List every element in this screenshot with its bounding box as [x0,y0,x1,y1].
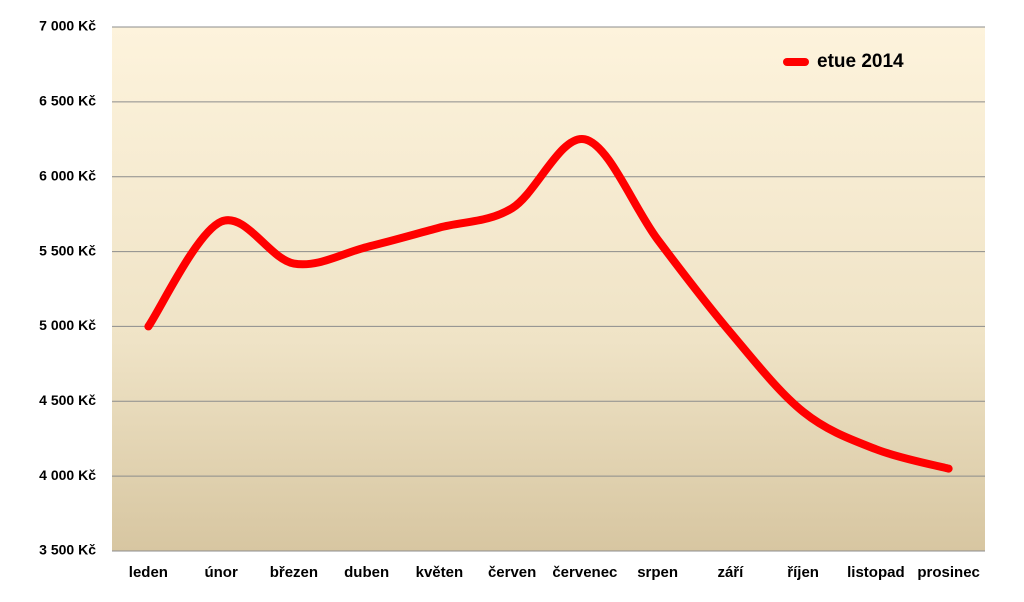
x-tick-label: listopad [847,564,905,581]
y-tick-label: 5 000 Kč [39,317,96,333]
x-tick-label: srpen [637,564,678,581]
x-tick-label: prosinec [917,564,980,581]
x-tick-label: říjen [787,564,819,581]
line [144,135,953,473]
x-tick-label: březen [270,564,318,581]
y-tick-label: 6 000 Kč [39,167,96,183]
y-tick-label: 6 500 Kč [39,93,96,109]
x-tick-label: květen [416,564,464,581]
y-tick-label: 5 500 Kč [39,242,96,258]
y-tick-label: 3 500 Kč [39,542,96,558]
plot-area [112,27,985,551]
x-tick-label: leden [129,564,168,581]
y-tick-label: 4 000 Kč [39,467,96,483]
x-tick-label: duben [344,564,389,581]
x-tick-label: září [717,564,744,581]
x-tick-label: únor [204,564,237,581]
x-tick-label: červen [488,564,536,581]
y-tick-label: 7 000 Kč [39,18,96,34]
y-tick-label: 4 500 Kč [39,392,96,408]
x-tick-label: červenec [552,564,617,581]
legend-label: etue 2014 [817,51,904,72]
